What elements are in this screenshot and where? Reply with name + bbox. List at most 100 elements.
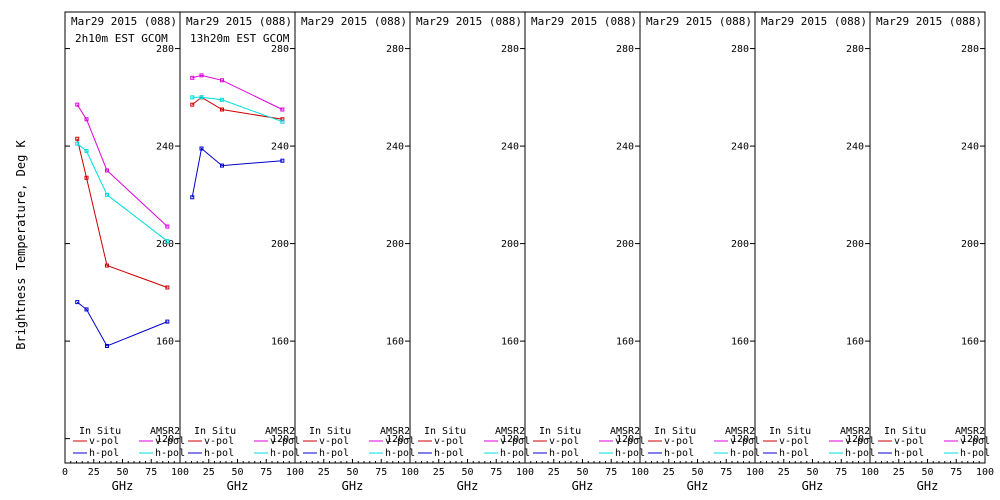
y-tick-label: 120 [846,434,864,445]
data-point-in_situ_h [190,195,195,200]
legend-label-amsr2_h: h-pol [960,448,990,459]
y-tick-label: 120 [616,434,634,445]
data-point-amsr2_h [75,141,80,146]
y-tick-label: 160 [731,337,749,348]
legend-label-amsr2_h: h-pol [615,448,645,459]
x-tick-label: 0 [62,467,68,478]
x-tick-label: 100 [286,467,304,478]
x-tick-label: 100 [861,467,879,478]
legend-label-amsr2_v: v-pol [385,436,415,447]
data-point-amsr2_v [219,78,224,83]
legend-label-in_situ_h: h-pol [89,448,119,459]
x-tick-label: 25 [433,467,445,478]
legend-in-situ-header: In Situ [309,426,351,437]
legend-label-in_situ_h: h-pol [664,448,694,459]
y-tick-label: 240 [961,142,979,153]
y-tick-label: 240 [846,142,864,153]
legend-label-amsr2_h: h-pol [385,448,415,459]
legend-label-in_situ_v: v-pol [894,436,924,447]
y-tick-label: 120 [271,434,289,445]
chart-panel-5: Mar29 2015 (088) 120 160 200 240 280 25 50 75 100… [524,11,649,493]
x-tick-label: 50 [806,467,818,478]
data-point-amsr2_v [104,168,109,173]
data-point-in_situ_h [280,158,285,163]
chart-panel-1: Mar29 2015 (088) 2h10m EST GCOM 120 160 200 2… [62,11,189,493]
panel-frame [409,11,526,464]
data-point-in_situ_v [165,285,170,290]
x-tick-label: 75 [720,467,732,478]
data-point-amsr2_h [84,148,89,153]
y-tick-label: 240 [386,142,404,153]
data-point-in_situ_v [190,102,195,107]
y-tick-label: 200 [271,239,289,250]
y-tick-label: 280 [731,44,749,55]
x-tick-label: 100 [631,467,649,478]
legend-label-amsr2_h: h-pol [270,448,300,459]
panel-frame [294,11,411,464]
legend-label-amsr2_v: v-pol [960,436,990,447]
series-line-in_situ_h [191,147,283,198]
data-point-in_situ_h [165,319,170,324]
y-tick-label: 160 [271,337,289,348]
series-line-in_situ_v [191,96,283,120]
x-tick-label: 25 [893,467,905,478]
x-tick-label: 50 [346,467,358,478]
legend-label-in_situ_h: h-pol [319,448,349,459]
x-tick-label: 25 [318,467,330,478]
y-tick-label: 240 [731,142,749,153]
y-tick-label: 200 [616,239,634,250]
series-line-amsr2_h [192,96,283,123]
x-tick-label: 75 [490,467,502,478]
x-tick-label: 100 [516,467,534,478]
x-tick-label: 100 [401,467,419,478]
legend-label-in_situ_v: v-pol [204,436,234,447]
legend-amsr2-header: AMSR2 [380,426,410,437]
y-tick-label: 200 [501,239,519,250]
x-axis-label: GHz [457,479,479,493]
chart-panel-7: Mar29 2015 (088) 120 160 200 240 280 25 50 75 100… [754,11,879,493]
panel-frame [524,11,641,464]
y-tick-label: 280 [386,44,404,55]
data-point-in_situ_h [199,146,204,151]
x-tick-label: 75 [605,467,617,478]
y-tick-label: 280 [961,44,979,55]
legend-label-in_situ_h: h-pol [434,448,464,459]
legend-in-situ-header: In Situ [539,426,581,437]
legend-label-in_situ_v: v-pol [89,436,119,447]
legend-label-in_situ_h: h-pol [204,448,234,459]
x-tick-label: 100 [976,467,994,478]
legend-label-in_situ_h: h-pol [894,448,924,459]
x-axis-label: GHz [572,479,594,493]
panel-subtitle: 13h20m EST GCOM [190,32,290,45]
legend-label-in_situ_v: v-pol [319,436,349,447]
series-line-in_situ_v [76,138,168,288]
x-tick-label: 25 [778,467,790,478]
y-tick-label: 200 [156,239,174,250]
y-tick-label: 200 [961,239,979,250]
data-point-amsr2_h [280,119,285,124]
y-tick-label: 280 [616,44,634,55]
legend-label-amsr2_v: v-pol [500,436,530,447]
data-point-amsr2_v [199,73,204,78]
y-tick-label: 200 [731,239,749,250]
x-tick-label: 100 [746,467,764,478]
panel-subtitle: 2h10m EST GCOM [75,32,168,45]
data-point-in_situ_v [219,107,224,112]
x-tick-label: 50 [921,467,933,478]
legend-amsr2-header: AMSR2 [955,426,985,437]
x-axis-label: GHz [342,479,364,493]
legend-label-amsr2_v: v-pol [730,436,760,447]
chart-panel-8: Mar29 2015 (088) 120 160 200 240 280 25 50 75 100… [869,11,994,493]
data-point-amsr2_h [199,95,204,100]
y-tick-label: 120 [731,434,749,445]
panel-frame [639,11,756,464]
legend-label-amsr2_h: h-pol [500,448,530,459]
legend-label-amsr2_v: v-pol [270,436,300,447]
x-tick-label: 25 [88,467,100,478]
y-tick-label: 200 [386,239,404,250]
y-tick-label: 240 [616,142,634,153]
panel-frame [179,11,296,464]
panel-frame [754,11,871,464]
legend-label-in_situ_h: h-pol [549,448,579,459]
